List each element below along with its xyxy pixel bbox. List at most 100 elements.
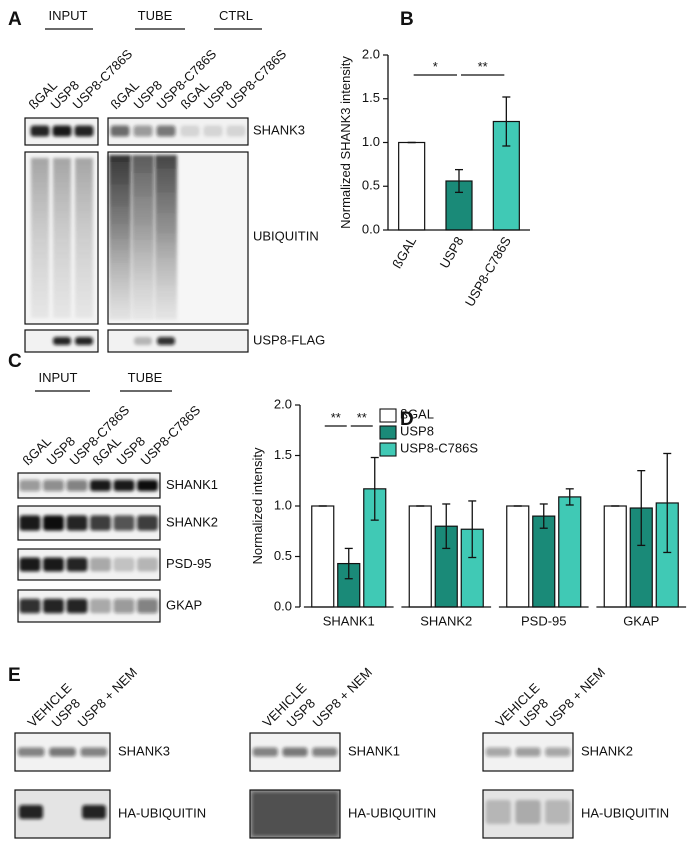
blot-band [545, 800, 571, 824]
blot-band [19, 805, 43, 819]
group-header: INPUT [49, 8, 88, 23]
blot-frame [14, 789, 111, 839]
blot-background [108, 118, 248, 145]
panel-label: B [400, 9, 414, 30]
bar [532, 515, 556, 608]
blot-band [19, 479, 41, 492]
blot-band [137, 598, 158, 614]
blot-band [515, 800, 541, 824]
blot-band [113, 557, 135, 572]
group-header: TUBE [128, 370, 163, 385]
lane-label: USP8-C786S [138, 402, 204, 468]
row-label: GKAP [166, 597, 202, 612]
y-axis-label: Normalized intensity [250, 447, 265, 565]
row-label: SHANK1 [348, 743, 400, 758]
blot-frame [17, 505, 161, 541]
blot-band [66, 515, 88, 531]
blot-band [113, 598, 135, 614]
y-tick-label: 0.5 [274, 548, 292, 563]
row-label: SHANK3 [253, 122, 305, 137]
blot-band [90, 557, 111, 572]
panel-label: E [8, 665, 21, 686]
row-label: HA-UBIQUITIN [118, 805, 206, 820]
bar [603, 505, 627, 608]
legend-swatch [379, 425, 397, 440]
y-tick-label: 0.0 [274, 598, 292, 613]
error-bar [502, 96, 511, 147]
legend-swatch [379, 442, 397, 457]
blot-band [52, 125, 72, 137]
x-tick-label: USP8-C786S [462, 234, 514, 309]
blot-band [19, 598, 41, 614]
blot-frame [14, 732, 111, 772]
blot-frame [24, 329, 99, 353]
error-bar [455, 168, 463, 194]
blot-band [43, 479, 64, 492]
blot-band [74, 125, 94, 137]
y-tick-label: 0.5 [362, 178, 380, 193]
group-header: CTRL [219, 8, 253, 23]
legend-swatch [379, 408, 397, 423]
legend-label: USP8 [400, 423, 434, 438]
lane-label: USP8 + NEM [310, 665, 376, 731]
error-bar [442, 503, 451, 550]
row-label: HA-UBIQUITIN [348, 805, 436, 820]
legend-label: ßGAL [400, 406, 434, 421]
error-bar [468, 500, 477, 559]
blot-frame [24, 151, 99, 325]
x-tick-label: GKAP [623, 613, 659, 628]
blot-band [545, 747, 571, 757]
blot-frame [107, 151, 249, 325]
y-tick-label: 1.5 [362, 90, 380, 105]
blot-band [156, 125, 176, 137]
blot-band [110, 125, 130, 137]
blot-background [108, 330, 248, 352]
blot-background [18, 506, 160, 540]
blot-band [75, 337, 93, 345]
row-label: HA-UBIQUITIN [581, 805, 669, 820]
blot-band [90, 515, 111, 531]
blot-band [82, 805, 106, 819]
y-tick-label: 2.0 [362, 46, 380, 61]
blot-band [157, 337, 175, 345]
lane-label: USP8 + NEM [543, 665, 609, 731]
blot-band [252, 747, 278, 757]
bar [398, 141, 426, 231]
blot-frame [17, 548, 161, 581]
blot-frame [249, 789, 341, 839]
error-bar [344, 547, 353, 580]
error-bar [637, 469, 646, 547]
y-tick-label: 1.0 [274, 497, 292, 512]
row-label: SHANK2 [166, 514, 218, 529]
blot-background [18, 590, 160, 622]
group-header: TUBE [138, 8, 173, 23]
blot-band [53, 337, 71, 345]
blot-band [43, 598, 64, 614]
bar [506, 505, 530, 608]
blot-band [180, 125, 200, 137]
blot-band [19, 557, 41, 572]
error-bar [370, 456, 379, 521]
x-tick-label: SHANK2 [420, 613, 472, 628]
lane-label: USP8 + NEM [75, 665, 141, 731]
blot-frame [482, 732, 574, 772]
y-tick-label: 2.0 [274, 396, 292, 411]
bar [311, 505, 335, 608]
blot-band [43, 515, 64, 531]
blot-frame [107, 117, 249, 146]
blot-band [113, 479, 135, 492]
blot-band [203, 125, 223, 137]
blot-band [485, 747, 511, 757]
significance-label: * [433, 59, 438, 74]
row-label: PSD-95 [166, 556, 212, 571]
blot-band [19, 515, 41, 531]
blot-frame [107, 329, 249, 353]
blot-band [66, 598, 88, 614]
blot-frame [17, 472, 161, 499]
blot-band [282, 747, 308, 757]
panel-label: C [8, 351, 22, 372]
smear [53, 158, 71, 318]
x-tick-label: ßGAL [389, 234, 419, 271]
y-tick-label: 1.0 [362, 134, 380, 149]
row-label: SHANK3 [118, 743, 170, 758]
